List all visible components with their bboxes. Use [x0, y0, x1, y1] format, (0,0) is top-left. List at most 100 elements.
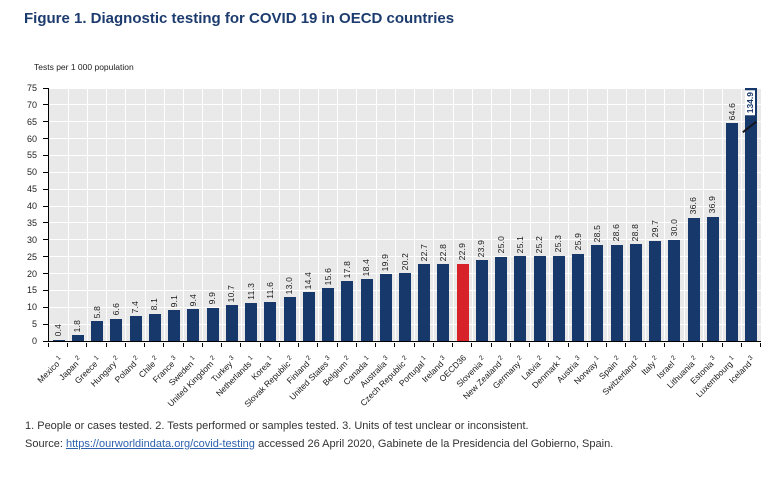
x-tick-mark: [490, 342, 492, 347]
gridline-vertical: [414, 88, 416, 341]
bar-belgium: [341, 280, 354, 341]
x-tick-mark: [740, 342, 742, 347]
y-tick-label: 10: [26, 302, 37, 313]
bar-value-label: 10.7: [226, 284, 237, 302]
y-axis: 0 5 10 15 20 25 30 35 40 45 50 55 60 65 70 75: [0, 83, 48, 346]
bar-value-label-clipped: 134.9: [745, 90, 756, 116]
bar-value-label: 5.8: [91, 306, 102, 319]
gridline-horizontal: [49, 171, 761, 173]
y-tick-label: 0: [31, 336, 37, 346]
bar-lithuania: [687, 217, 700, 341]
bar-new-zealand: [495, 256, 508, 341]
bar-value-label: 9.4: [187, 293, 198, 307]
gridline-vertical: [240, 88, 242, 341]
x-tick-mark: [760, 342, 761, 347]
bar-hungary: [110, 318, 123, 341]
source-link[interactable]: https://ourworldindata.org/covid-testing: [65, 438, 255, 450]
bar-israel: [668, 239, 681, 341]
bar-value-label: 15.6: [322, 268, 333, 286]
bar-slovak-republic: [283, 297, 296, 341]
bar-finland: [302, 292, 315, 341]
y-tick-mark: [43, 239, 48, 241]
y-tick-mark: [43, 188, 48, 190]
bar-value-label: 22.8: [437, 243, 448, 262]
y-tick-mark: [43, 222, 48, 224]
bar-denmark: [552, 255, 565, 341]
bar-value-label: 11.6: [264, 282, 275, 299]
bar-korea: [264, 301, 277, 341]
x-axis-labels: Mexico 1 Japan 2 Greece 1 Hungary 2 Poland 2…: [35, 343, 770, 419]
bar-spain: [610, 244, 623, 341]
bar-united-states: [322, 288, 335, 341]
source-line: Source: https://ourworldindata.org/covid…: [25, 438, 613, 450]
bar-japan: [71, 334, 84, 341]
bar-canada: [360, 278, 373, 341]
x-tick-mark: [221, 342, 223, 347]
gridline-vertical: [260, 88, 262, 341]
x-tick-mark: [144, 342, 146, 347]
source-suffix: accessed 26 April 2020, Gabinete de la P…: [254, 438, 614, 450]
gridline-vertical: [702, 88, 704, 341]
bar-germany: [514, 256, 527, 341]
x-tick-mark: [105, 342, 107, 347]
y-tick-label: 20: [26, 268, 37, 279]
gridline-vertical: [645, 88, 647, 341]
bar-value-label: 25.1: [514, 236, 525, 254]
x-tick-mark: [625, 342, 627, 347]
x-tick-mark: [509, 342, 511, 347]
y-tick-label: 50: [26, 167, 37, 178]
x-tick-mark: [702, 342, 704, 347]
bar-value-label: 64.6: [726, 102, 737, 121]
gridline-vertical: [67, 88, 69, 341]
bar-value-label: 14.4: [303, 272, 314, 290]
source-prefix: Source:: [25, 438, 66, 450]
gridline-vertical: [183, 88, 185, 341]
y-tick-label: 5: [31, 319, 37, 330]
gridline-vertical: [529, 88, 531, 341]
gridline-vertical: [144, 88, 146, 341]
bar-value-label: 25.2: [534, 235, 545, 253]
y-tick-label: 35: [26, 217, 37, 228]
bar-value-label: 23.9: [476, 240, 487, 258]
bar-mexico: [52, 339, 65, 341]
bar-value-label: 7.4: [130, 300, 141, 314]
bar-estonia: [706, 216, 719, 341]
x-tick-mark: [432, 342, 434, 347]
gridline-horizontal: [49, 121, 761, 123]
bar-value-label: 20.2: [399, 252, 410, 270]
bar-value-label: 18.4: [361, 258, 371, 276]
bar-value-label: 25.9: [572, 233, 583, 251]
bar-value-label: 29.7: [649, 220, 660, 238]
gridline-vertical: [317, 88, 319, 341]
bar-netherlands: [245, 302, 258, 341]
x-tick-mark: [259, 342, 261, 347]
x-tick-mark: [86, 342, 88, 347]
y-tick-label: 25: [26, 251, 37, 262]
y-tick-label: 60: [26, 133, 37, 144]
y-tick-mark: [43, 154, 48, 156]
gridline-horizontal: [49, 256, 761, 258]
x-tick-mark: [201, 342, 203, 347]
bar-slovenia: [475, 260, 488, 341]
bar-value-label: 9.1: [168, 294, 179, 308]
bar-value-label: 28.6: [611, 224, 622, 242]
bar-value-label: 28.5: [591, 224, 602, 242]
gridline-vertical: [86, 88, 88, 341]
gridline-vertical: [510, 88, 512, 341]
gridline-horizontal: [49, 222, 761, 224]
bar-poland: [129, 316, 142, 341]
y-tick-mark: [43, 306, 48, 308]
x-tick-mark: [336, 342, 338, 347]
gridline-vertical: [125, 88, 127, 341]
gridline-horizontal: [49, 154, 761, 156]
bar-value-label: 1.8: [72, 319, 83, 332]
bar-norway: [591, 244, 604, 341]
x-tick-mark: [413, 342, 415, 347]
bar-latvia: [533, 256, 546, 341]
bar-value-label: 8.1: [149, 298, 160, 311]
gridline-vertical: [568, 88, 570, 341]
bar-france: [168, 310, 181, 341]
bar-ireland: [437, 264, 450, 341]
gridline-vertical: [471, 88, 473, 341]
bar-greece: [91, 321, 104, 341]
